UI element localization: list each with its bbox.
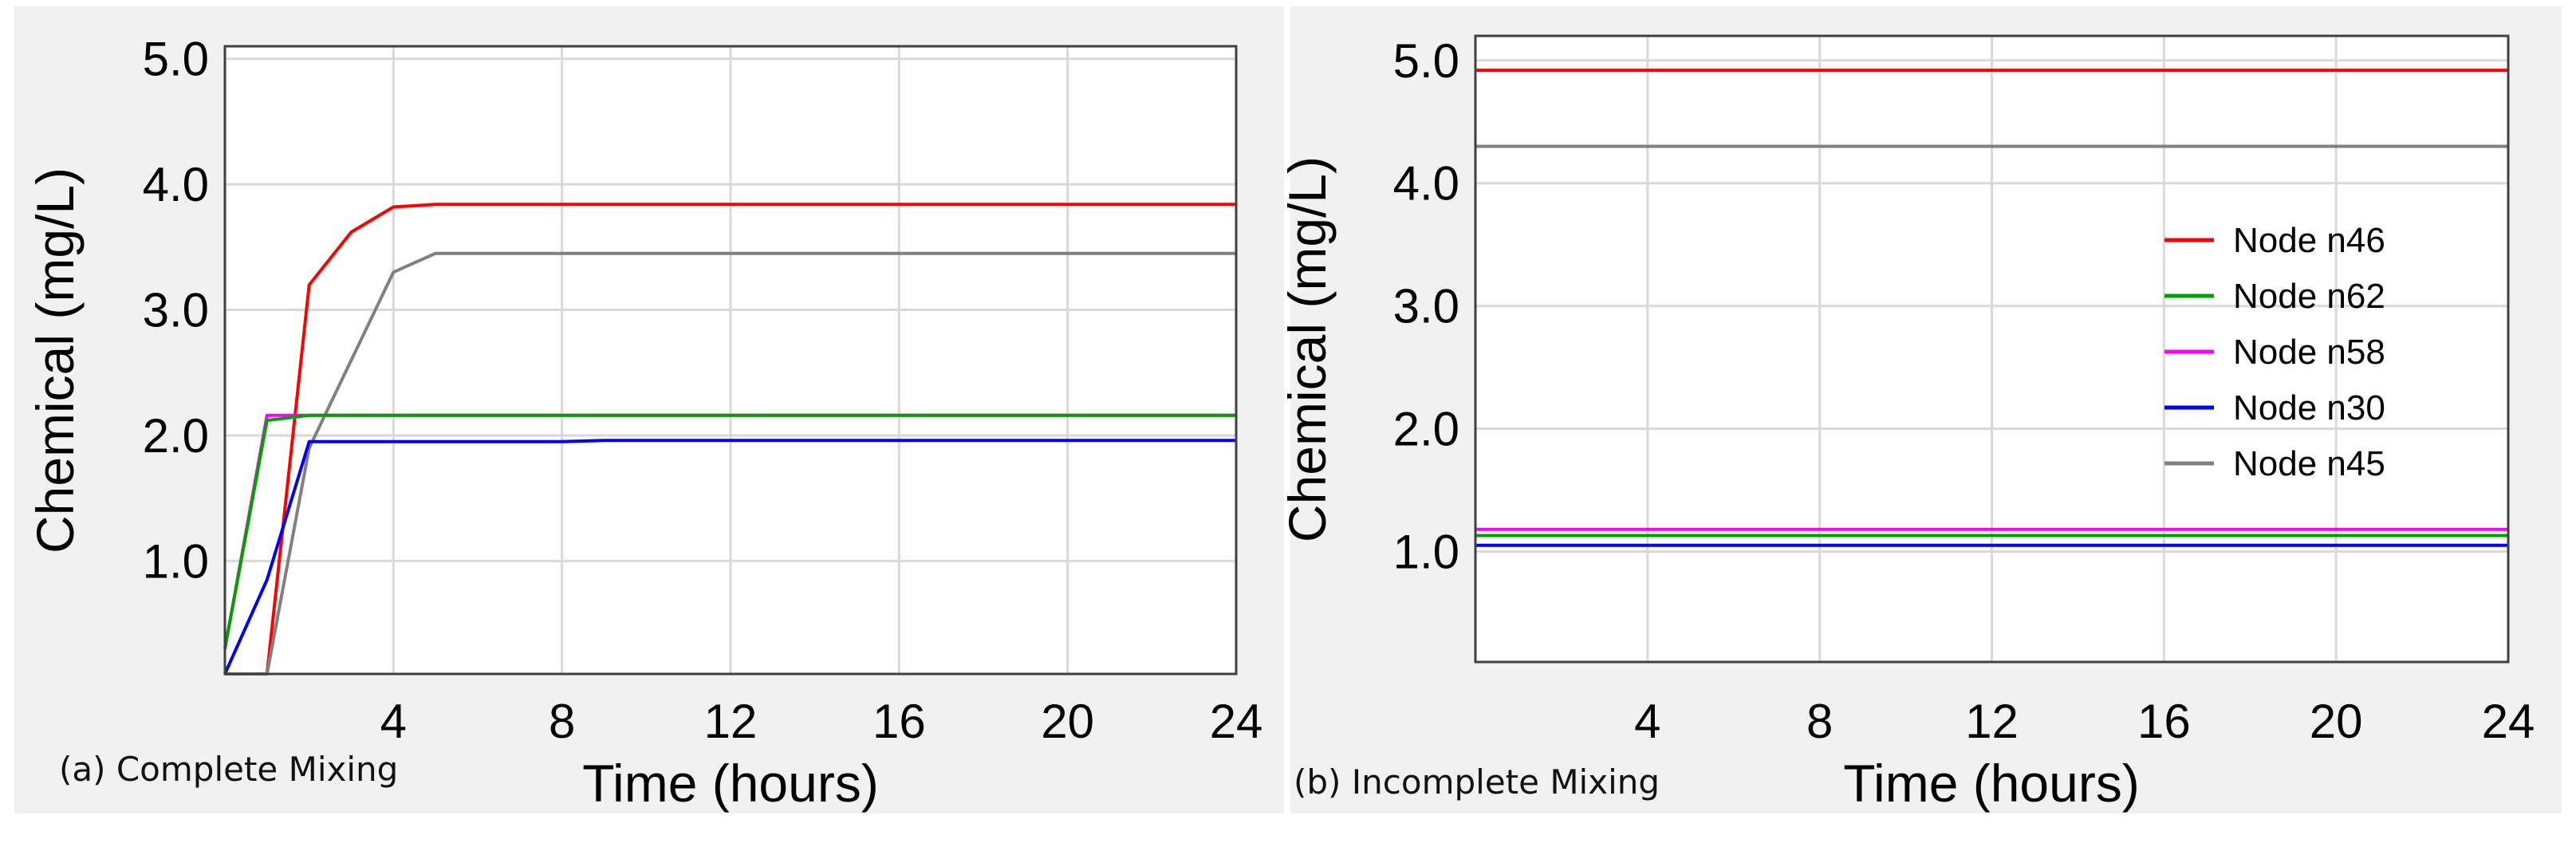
x-tick-label: 24 xyxy=(1210,695,1263,748)
series-line-a-4 xyxy=(223,439,1236,675)
y-tick-label: 3.0 xyxy=(143,284,209,337)
x-tick-label: 12 xyxy=(704,695,758,748)
x-tick-label: 4 xyxy=(380,695,407,748)
y-tick-label: 2.0 xyxy=(1393,403,1459,456)
series-line-a-3 xyxy=(223,413,1236,649)
y-tick-label: 5.0 xyxy=(143,33,209,86)
legend: Node n46 Node n62 Node n58 Node n30 Node n45 xyxy=(2164,221,2385,483)
panel-b-caption: (b) Incomplete Mixing xyxy=(1294,762,1660,802)
legend-label: Node n58 xyxy=(2233,333,2385,372)
x-axis-title: Time (hours) xyxy=(1843,754,2140,813)
chart-a: 4 8 12 16 20 24 1.0 2.0 3.0 4.0 5.0 Time (hours) Che… xyxy=(26,33,1262,813)
x-tick-label: 12 xyxy=(1965,695,2019,748)
x-tick-label: 20 xyxy=(2310,695,2363,748)
legend-label: Node n62 xyxy=(2233,277,2385,316)
chart-b: 4 8 12 16 20 24 1.0 2.0 3.0 4.0 5.0 Time (hours) Che… xyxy=(1278,34,2535,813)
y-tick-label: 3.0 xyxy=(1393,280,1459,333)
plot-frame xyxy=(1474,34,2510,664)
x-tick-label: 24 xyxy=(2482,695,2535,748)
x-tick-label: 16 xyxy=(872,695,926,748)
x-tick-label: 8 xyxy=(549,695,575,748)
y-axis-title: Chemical (mg/L) xyxy=(26,167,85,554)
legend-label: Node n30 xyxy=(2233,388,2385,427)
y-tick-label: 4.0 xyxy=(1393,157,1459,211)
legend-label: Node n46 xyxy=(2233,221,2385,260)
y-tick-label: 1.0 xyxy=(143,534,209,588)
x-tick-label: 20 xyxy=(1041,695,1094,748)
plot-frame xyxy=(223,45,1238,676)
y-tick-label: 1.0 xyxy=(1393,525,1459,578)
x-axis-title: Time (hours) xyxy=(582,754,879,813)
y-tick-label: 5.0 xyxy=(1393,34,1459,88)
y-axis-title: Chemical (mg/L) xyxy=(1278,156,1337,542)
x-tick-label: 8 xyxy=(1806,695,1833,748)
y-tick-label: 4.0 xyxy=(143,158,209,211)
panel-a-caption: (a) Complete Mixing xyxy=(59,750,399,789)
y-tick-label: 2.0 xyxy=(143,409,209,463)
x-tick-label: 16 xyxy=(2137,695,2191,748)
x-tick-label: 4 xyxy=(1634,695,1660,748)
legend-label: Node n45 xyxy=(2233,444,2385,483)
